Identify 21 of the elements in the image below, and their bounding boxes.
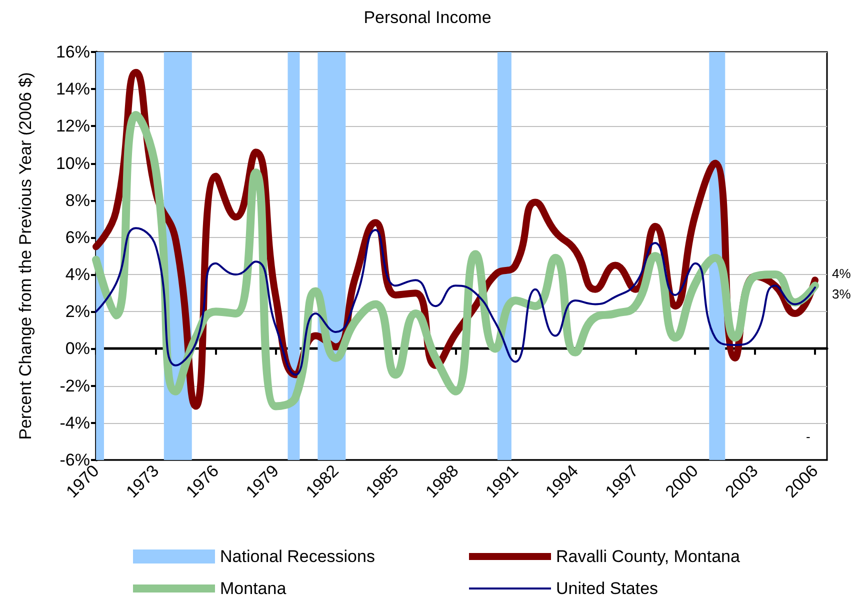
y-tick-label: 14%	[56, 80, 90, 99]
legend-label: National Recessions	[220, 547, 375, 566]
line-series	[95, 227, 816, 376]
y-tick-label: 0%	[65, 339, 90, 358]
y-tick-label: 12%	[56, 116, 90, 136]
y-tick-label: 6%	[65, 228, 90, 247]
annotation: 4%	[832, 266, 852, 282]
y-tick-label: 8%	[65, 190, 90, 210]
chart-title: Personal Income	[364, 8, 492, 27]
annotation: 3%	[832, 286, 852, 302]
y-tick-label: -2%	[60, 376, 90, 396]
annotation: -	[806, 429, 810, 444]
legend-label: Ravalli County, Montana	[556, 547, 740, 566]
y-tick-label: -4%	[60, 413, 90, 432]
y-tick-label: 16%	[56, 42, 90, 62]
y-tick-label: 10%	[56, 154, 90, 173]
y-axis-title: Percent Change from the Previous Year (2006 $)	[16, 72, 35, 440]
y-tick-label: 4%	[65, 265, 90, 284]
y-tick-label: 2%	[65, 302, 90, 322]
legend-label: Montana	[220, 579, 287, 598]
legend-label: United States	[556, 579, 658, 598]
